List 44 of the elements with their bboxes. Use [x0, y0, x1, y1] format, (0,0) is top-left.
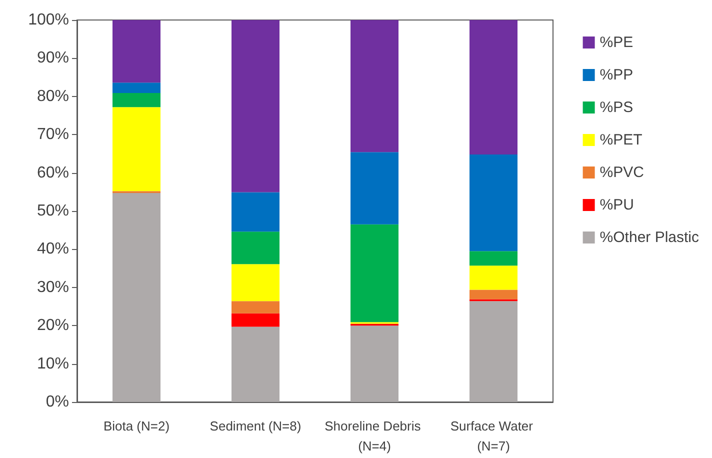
- y-tick-label: 40%: [36, 240, 69, 258]
- bar: [232, 20, 280, 192]
- bar: [232, 313, 280, 327]
- legend-label: %PET: [600, 132, 642, 148]
- y-tick-label: 0%: [46, 394, 69, 410]
- bar: [350, 224, 398, 322]
- bar: [232, 264, 280, 302]
- bar: [350, 326, 398, 402]
- y-tick-label: 20%: [36, 317, 69, 334]
- bar: [470, 20, 518, 154]
- legend-label: %Other Plastic: [600, 229, 700, 246]
- bar: [232, 301, 280, 314]
- x-tick-label: Biota (N=2): [103, 418, 170, 434]
- y-tick-label: 90%: [36, 50, 69, 67]
- legend-label: %PE: [600, 34, 634, 51]
- legend-label: %PP: [600, 66, 634, 84]
- legend-label: %PVC: [600, 164, 644, 181]
- y-tick-label: 80%: [36, 88, 69, 105]
- y-tick-label: 30%: [36, 278, 69, 296]
- bar: [350, 20, 398, 152]
- bar: [350, 152, 398, 224]
- y-tick-label: 50%: [36, 202, 69, 220]
- x-tick-label: Surface Water (N=7): [450, 418, 537, 454]
- legend-label: %PU: [600, 196, 634, 214]
- bar: [232, 192, 280, 232]
- x-tick-label: Sediment (N=8): [210, 418, 302, 434]
- bar: [112, 82, 160, 93]
- bar: [232, 326, 280, 402]
- y-tick-label: 10%: [36, 355, 69, 372]
- bar: [470, 251, 518, 266]
- bar: [470, 154, 518, 252]
- bar: [470, 266, 518, 290]
- bar: [232, 232, 280, 264]
- bar: [112, 107, 160, 192]
- bar: [112, 193, 160, 402]
- y-tick-label: 70%: [36, 126, 69, 144]
- x-tick-label: Shoreline Debris (N=4): [324, 418, 424, 454]
- bar: [112, 92, 160, 108]
- bar: [112, 20, 160, 83]
- y-tick-label: 100%: [28, 12, 69, 28]
- bar: [470, 301, 518, 402]
- bar: [470, 290, 518, 300]
- y-tick-label: 60%: [36, 164, 69, 182]
- legend-label: %PS: [600, 99, 634, 116]
